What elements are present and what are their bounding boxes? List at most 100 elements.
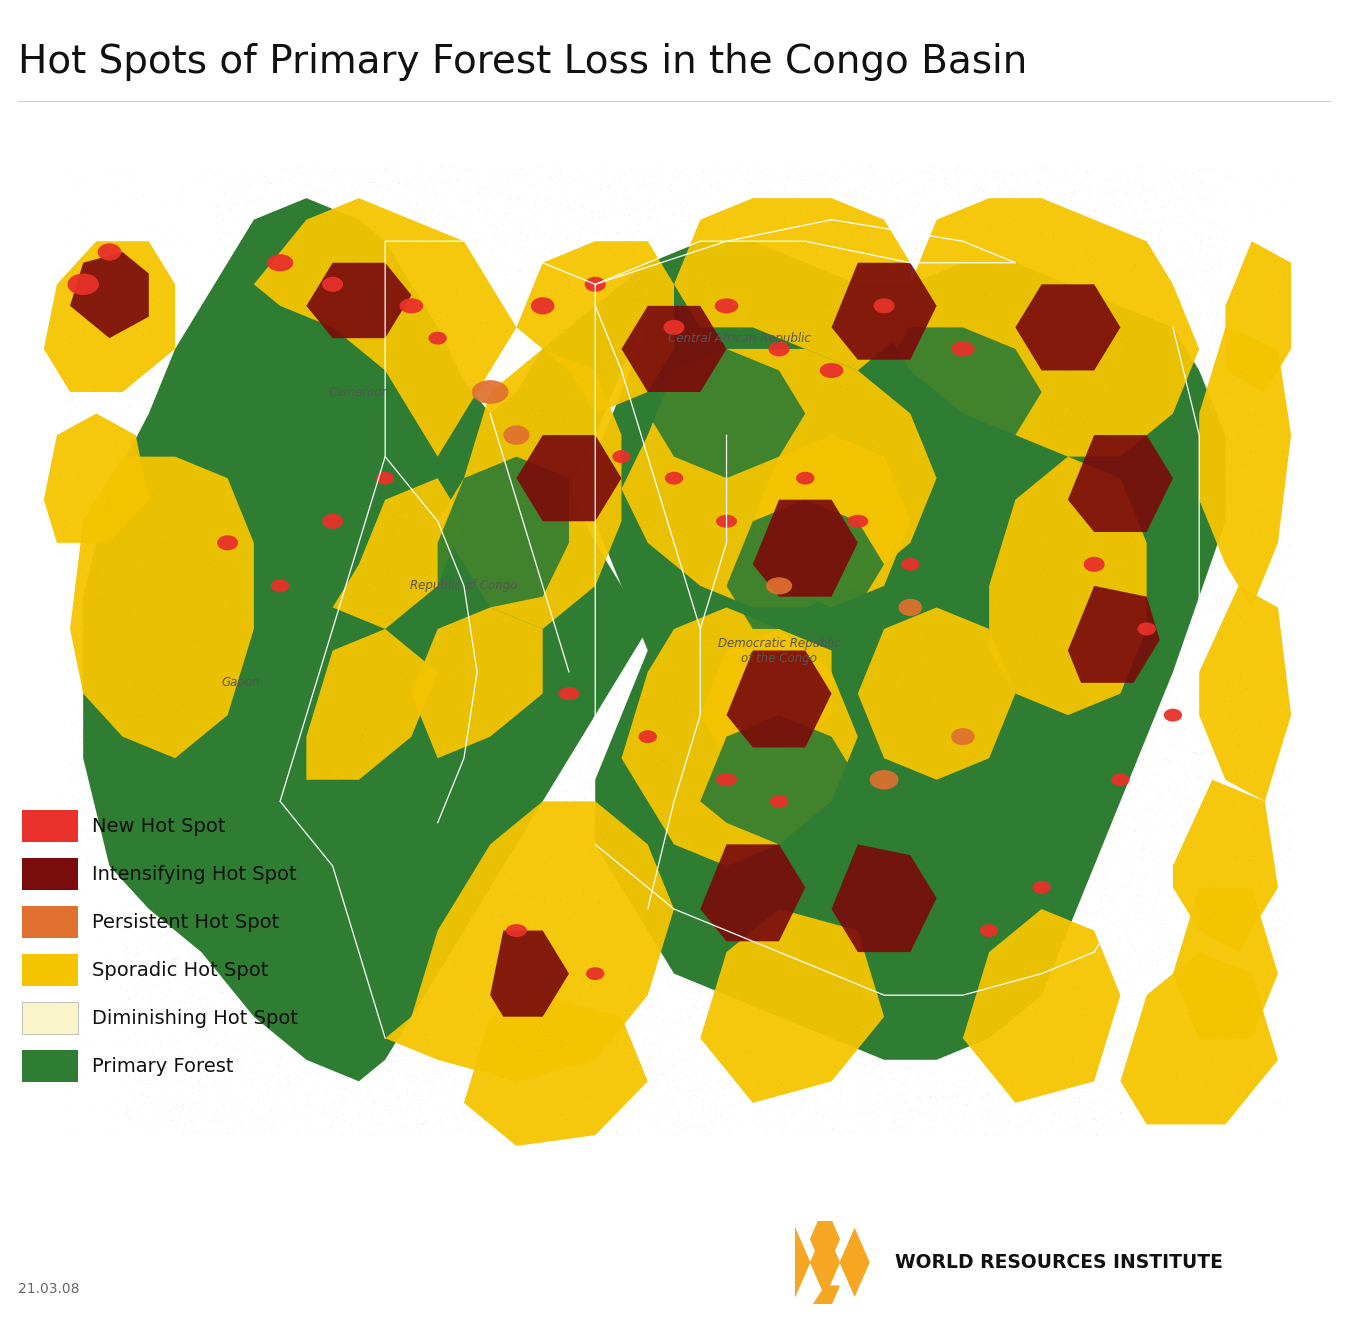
Point: [213, 761, 235, 782]
Point: [543, 1052, 565, 1073]
Point: [302, 325, 324, 347]
Point: [1016, 670, 1038, 692]
Point: [1166, 941, 1188, 962]
Point: [944, 850, 965, 872]
Point: [1007, 556, 1029, 577]
Point: [507, 397, 528, 419]
Point: [644, 593, 666, 615]
Point: [1076, 1056, 1097, 1077]
Point: [342, 404, 364, 425]
Point: [1235, 649, 1256, 670]
Point: [437, 993, 458, 1014]
Point: [661, 1088, 682, 1109]
Point: [248, 543, 270, 564]
Point: [519, 268, 541, 289]
Point: [987, 876, 1008, 897]
Point: [1268, 792, 1290, 813]
Point: [178, 561, 200, 583]
Point: [832, 641, 853, 663]
Point: [342, 323, 364, 344]
Point: [698, 1021, 720, 1042]
Point: [1060, 351, 1081, 372]
Point: [408, 948, 430, 969]
Point: [993, 157, 1015, 179]
Point: [876, 850, 898, 872]
Point: [522, 295, 543, 316]
Point: [620, 651, 642, 672]
Point: [555, 273, 577, 295]
Point: [892, 521, 914, 543]
Point: [972, 720, 993, 741]
Point: [1081, 512, 1103, 533]
Point: [81, 818, 102, 840]
Point: [921, 511, 942, 532]
Point: [759, 220, 780, 241]
Point: [949, 316, 971, 337]
Point: [456, 949, 477, 970]
Point: [686, 681, 708, 702]
Point: [1099, 229, 1120, 251]
Point: [159, 336, 181, 357]
Point: [406, 427, 427, 448]
Point: [371, 1060, 392, 1081]
Point: [1055, 165, 1077, 187]
Point: [489, 525, 511, 547]
Point: [1262, 890, 1283, 912]
Point: [656, 800, 678, 821]
Point: [208, 337, 229, 359]
Point: [884, 726, 906, 748]
Point: [582, 505, 604, 527]
Point: [106, 160, 128, 181]
Point: [263, 240, 284, 261]
Point: [213, 193, 235, 215]
Point: [837, 864, 859, 885]
Point: [423, 195, 445, 216]
Point: [635, 1026, 656, 1048]
Point: [795, 1025, 817, 1046]
Point: [1194, 187, 1216, 208]
Point: [288, 780, 310, 801]
Point: [524, 329, 546, 351]
Point: [340, 1029, 361, 1050]
Point: [190, 511, 212, 532]
Point: [1115, 769, 1136, 790]
Point: [1157, 655, 1178, 676]
Point: [652, 415, 674, 436]
Point: [198, 993, 220, 1014]
Point: [884, 224, 906, 245]
Point: [783, 181, 805, 203]
Point: [390, 856, 411, 877]
Point: [1085, 224, 1107, 245]
Point: [507, 797, 528, 818]
Point: [510, 686, 531, 708]
Point: [253, 288, 275, 309]
Point: [744, 669, 766, 690]
Point: [1096, 464, 1117, 485]
Point: [917, 263, 938, 284]
Point: [991, 500, 1012, 521]
Point: [307, 545, 329, 567]
Point: [495, 749, 516, 770]
Point: [404, 904, 426, 925]
Point: [1267, 862, 1289, 884]
Point: [976, 1076, 998, 1097]
Point: [182, 224, 204, 245]
Point: [1117, 968, 1139, 989]
Point: [120, 889, 142, 910]
Point: [1092, 260, 1113, 281]
Point: [1116, 345, 1138, 367]
Point: [1216, 961, 1237, 982]
Point: [1068, 809, 1089, 830]
Point: [921, 857, 942, 878]
Point: [776, 272, 798, 293]
Point: [267, 730, 288, 752]
Point: [495, 377, 516, 399]
Point: [315, 573, 337, 595]
Point: [669, 625, 690, 647]
Point: [615, 1110, 636, 1132]
Point: [628, 525, 650, 547]
Point: [456, 471, 477, 492]
Point: [71, 764, 93, 785]
Point: [883, 1026, 905, 1048]
Point: [634, 439, 655, 460]
